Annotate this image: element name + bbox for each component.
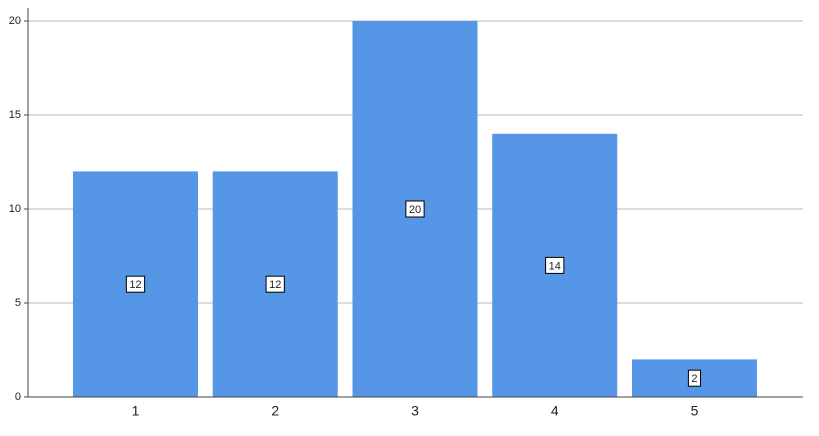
x-tick-label: 2 [271,403,279,419]
y-tick-label: 10 [9,203,21,215]
y-tick-label: 20 [9,15,21,27]
data-label: 20 [409,204,421,216]
x-tick-label: 1 [132,403,140,419]
data-label-box [687,369,702,387]
data-label-box [265,275,285,293]
data-label: 14 [549,260,561,272]
x-tick-label: 3 [411,403,419,419]
x-tick-label: 4 [551,403,559,419]
data-label: 12 [129,279,141,291]
data-label-box [405,200,425,218]
data-label-box [545,256,565,274]
y-tick-label: 15 [9,109,21,121]
y-tick-label: 0 [15,391,21,403]
data-label: 12 [269,279,281,291]
data-label-box [125,275,146,293]
x-tick-label: 5 [691,403,699,419]
data-label: 2 [691,373,697,385]
y-tick-label: 5 [15,297,21,309]
